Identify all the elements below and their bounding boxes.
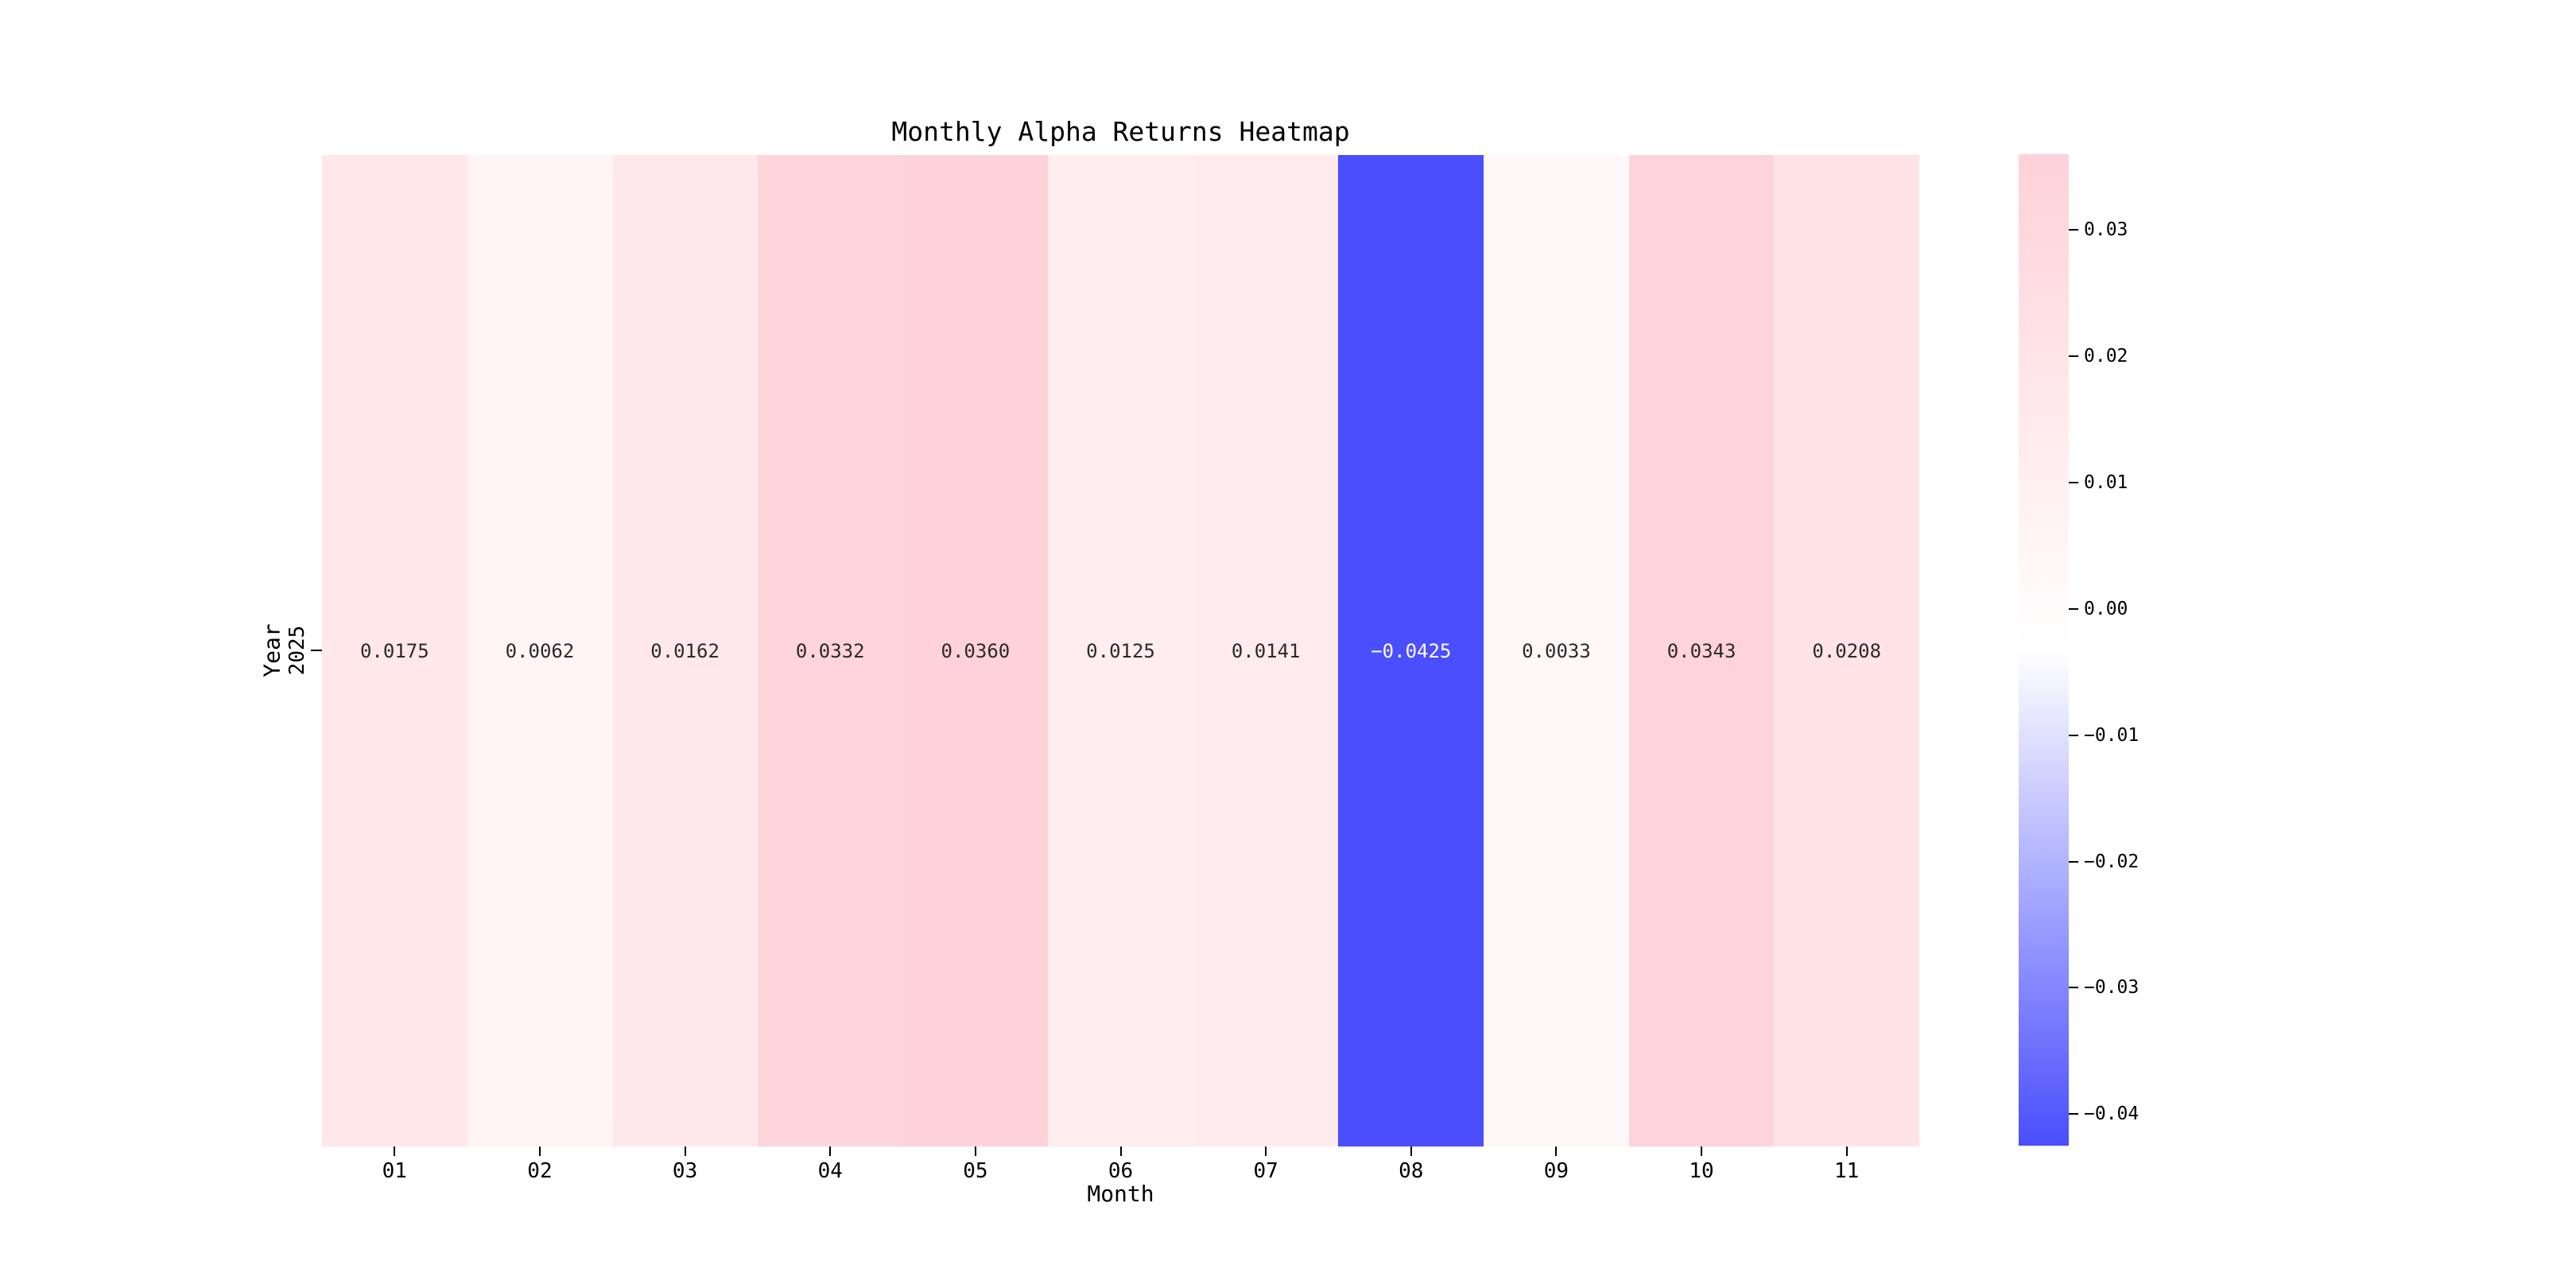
x-tick-mark-07 <box>1265 1146 1267 1156</box>
x-tick-label-04: 04 <box>817 1159 843 1183</box>
heatmap-cell-value: 0.0033 <box>1522 639 1591 662</box>
colorbar <box>2019 154 2069 1146</box>
colorbar-tick-mark <box>2069 355 2078 358</box>
colorbar-tick-label: −0.04 <box>2084 1104 2140 1125</box>
y-tick-label-2025: 2025 <box>285 625 309 676</box>
heatmap-cell-value: 0.0141 <box>1231 639 1301 662</box>
x-tick-label-08: 08 <box>1399 1159 1424 1183</box>
colorbar-tick-label: −0.02 <box>2084 851 2140 872</box>
colorbar-tick-label: 0.01 <box>2084 472 2128 494</box>
heatmap-cell-02: 0.0062 <box>467 155 613 1146</box>
x-tick-mark-06 <box>1119 1146 1122 1156</box>
x-tick-mark-04 <box>829 1146 832 1156</box>
x-tick-mark-09 <box>1555 1146 1558 1156</box>
colorbar-tick-label: 0.03 <box>2084 219 2128 241</box>
x-tick-label-10: 10 <box>1689 1159 1714 1183</box>
x-tick-label-07: 07 <box>1253 1159 1278 1183</box>
heatmap-cell-10: 0.0343 <box>1628 155 1775 1146</box>
heatmap-grid: 0.0175 0.0062 0.0162 0.0332 0.0360 0.0125 0.01… <box>322 155 1920 1146</box>
heatmap-cell-05: 0.0360 <box>902 155 1049 1146</box>
heatmap-cell-value: −0.0425 <box>1371 639 1452 662</box>
x-tick-label-06: 06 <box>1108 1159 1134 1183</box>
heatmap-cell-value: 0.0162 <box>650 639 720 662</box>
y-axis-label: Year <box>258 623 285 677</box>
colorbar-tick-mark <box>2069 860 2078 863</box>
y-tick-mark <box>311 650 322 651</box>
colorbar-tick-mark <box>2069 987 2078 989</box>
heatmap-cell-value: 0.0175 <box>359 639 429 662</box>
colorbar-tick-label: 0.02 <box>2084 346 2128 367</box>
heatmap-cell-01: 0.0175 <box>322 155 467 1146</box>
heatmap-cell-value: 0.0332 <box>795 639 865 662</box>
colorbar-tick-label: 0.00 <box>2084 598 2128 619</box>
chart-title: Monthly Alpha Returns Heatmap <box>891 116 1350 147</box>
colorbar-tick-mark <box>2069 607 2078 610</box>
heatmap-cell-value: 0.0360 <box>941 639 1011 662</box>
x-tick-label-05: 05 <box>963 1159 988 1183</box>
heatmap-cell-07: 0.0141 <box>1193 155 1339 1146</box>
x-tick-label-03: 03 <box>672 1159 698 1183</box>
colorbar-tick-mark <box>2069 482 2078 484</box>
x-tick-mark-03 <box>684 1146 686 1156</box>
heatmap-cell-11: 0.0208 <box>1774 155 1920 1146</box>
heatmap-cell-09: 0.0033 <box>1484 155 1629 1146</box>
x-tick-label-02: 02 <box>527 1159 553 1183</box>
x-tick-label-01: 01 <box>382 1159 407 1183</box>
colorbar-tick-label: −0.03 <box>2084 977 2140 999</box>
x-tick-mark-08 <box>1410 1146 1412 1156</box>
x-tick-label-09: 09 <box>1543 1159 1569 1183</box>
heatmap-cell-08: −0.0425 <box>1338 155 1484 1146</box>
x-tick-mark-11 <box>1845 1146 1848 1156</box>
heatmap-cell-value: 0.0208 <box>1812 639 1882 662</box>
heatmap-cell-value: 0.0343 <box>1666 639 1736 662</box>
heatmap-cell-06: 0.0125 <box>1048 155 1193 1146</box>
heatmap-cell-03: 0.0162 <box>612 155 758 1146</box>
x-tick-mark-01 <box>394 1146 396 1156</box>
x-tick-mark-05 <box>974 1146 976 1156</box>
colorbar-tick-label: −0.01 <box>2084 724 2140 746</box>
x-tick-mark-10 <box>1701 1146 1703 1156</box>
x-tick-mark-02 <box>538 1146 541 1156</box>
colorbar-tick-mark <box>2069 1113 2078 1115</box>
x-tick-label-11: 11 <box>1834 1159 1860 1183</box>
heatmap-cell-04: 0.0332 <box>757 155 903 1146</box>
heatmap-cell-value: 0.0062 <box>505 639 575 662</box>
x-axis-label: Month <box>1087 1181 1154 1207</box>
colorbar-tick-mark <box>2069 229 2078 231</box>
colorbar-tick-mark <box>2069 734 2078 736</box>
heatmap-cell-value: 0.0125 <box>1086 639 1155 662</box>
